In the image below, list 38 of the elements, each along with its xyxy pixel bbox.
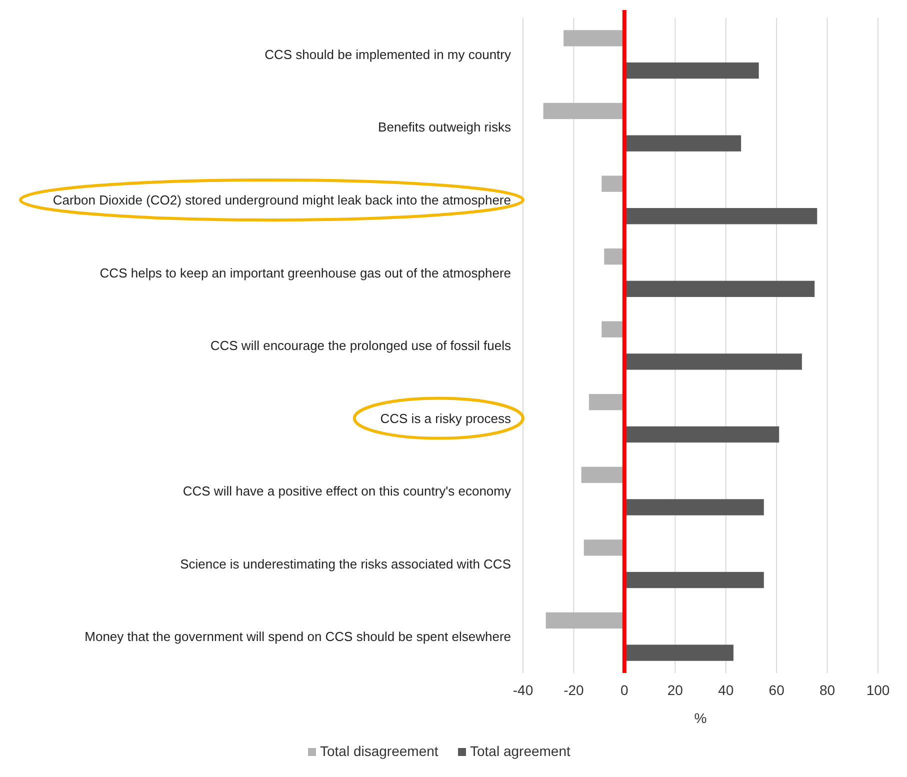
y-tick-label: CCS should be implemented in my country <box>264 46 512 62</box>
bar <box>624 644 734 661</box>
bar <box>546 612 624 629</box>
x-tick-label: 80 <box>819 682 836 698</box>
bar <box>602 176 624 192</box>
y-tick-label: CCS is a risky process <box>380 410 512 426</box>
x-tick-label: 100 <box>866 682 890 698</box>
x-tick-label: -20 <box>564 682 584 698</box>
bar <box>581 466 624 483</box>
legend-label: Total disagreement <box>320 743 438 759</box>
bar <box>624 62 759 79</box>
bar <box>602 321 624 338</box>
bar <box>624 354 802 370</box>
y-tick-label: Money that the government will spend on CCS should be spent elsewhere <box>84 629 511 644</box>
y-tick-label: Science is underestimating the risks associated with CCS <box>180 556 512 572</box>
bar <box>624 280 815 297</box>
bar <box>624 208 818 224</box>
y-tick-label: CCS will have a positive effect on this country's economy <box>182 484 512 499</box>
bar <box>588 394 624 410</box>
x-tick-label: -40 <box>512 682 534 698</box>
bar <box>584 540 624 556</box>
x-tick-label: 0 <box>620 682 629 698</box>
x-axis-title: % <box>694 710 707 726</box>
bar <box>624 426 780 443</box>
x-tick-label: 40 <box>718 682 734 698</box>
bar <box>624 135 742 152</box>
x-tick-label: 20 <box>667 682 684 698</box>
bar <box>624 499 764 516</box>
bar <box>543 102 624 120</box>
legend-label: Total agreement <box>470 743 571 759</box>
y-tick-label: Benefits outweigh risks <box>378 120 512 135</box>
y-tick-label: CCS will encourage the prolonged use of fossil fuels <box>210 338 512 354</box>
bar <box>564 30 624 46</box>
bar <box>604 248 624 265</box>
bar <box>624 572 764 588</box>
x-tick-label: 60 <box>768 682 785 698</box>
y-tick-label: CCS helps to keep an important greenhouse gas out of the atmosphere <box>100 265 511 280</box>
y-tick-label: Carbon Dioxide (CO2) stored underground might leak back into the atmosphere <box>52 192 511 208</box>
